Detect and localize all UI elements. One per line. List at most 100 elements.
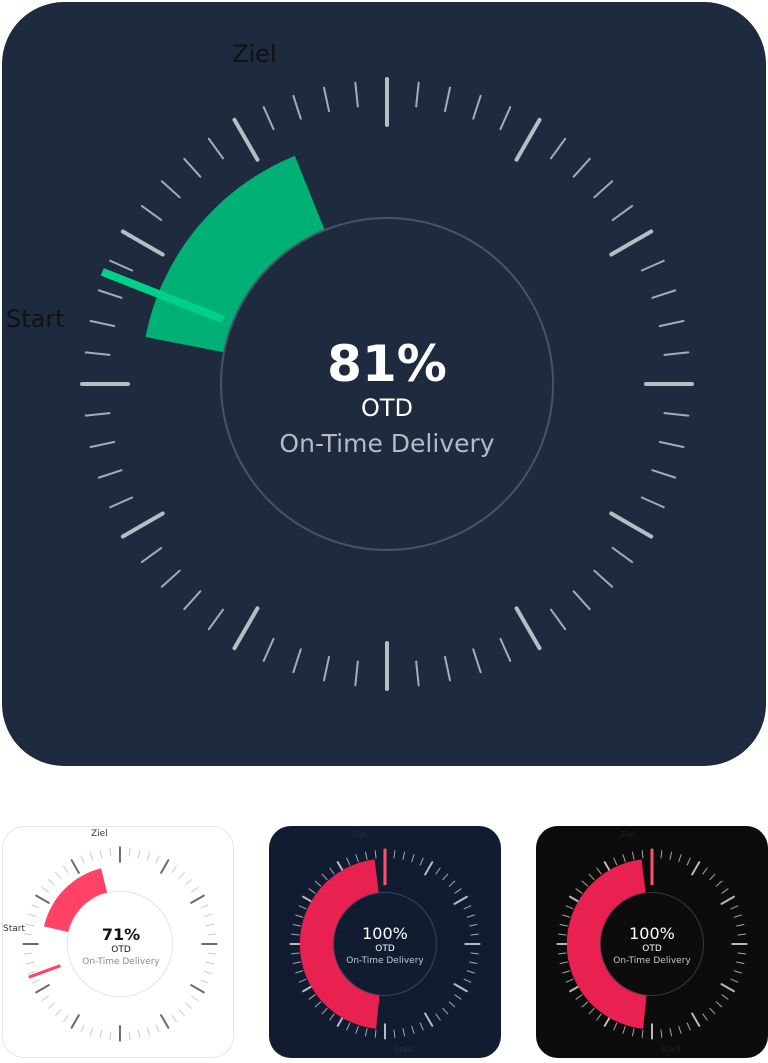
minor-tick — [31, 904, 40, 909]
minor-tick — [678, 854, 682, 863]
metric-name: On-Time Delivery — [613, 956, 691, 966]
minor-tick — [499, 637, 512, 662]
minor-tick — [191, 995, 199, 1001]
major-tick — [453, 895, 468, 905]
target-label: Ziel — [352, 830, 367, 839]
minor-tick — [721, 994, 729, 1000]
minor-tick — [62, 865, 69, 873]
target-needle — [28, 964, 61, 979]
minor-tick — [660, 850, 663, 859]
minor-tick — [562, 970, 571, 974]
minor-tick — [640, 259, 665, 272]
minor-tick — [109, 1031, 112, 1041]
minor-tick — [292, 94, 302, 120]
inner-circle — [66, 890, 174, 998]
minor-tick — [185, 879, 192, 886]
minor-tick — [463, 978, 472, 983]
major-tick — [120, 511, 165, 539]
minor-tick — [596, 1013, 602, 1021]
minor-tick — [721, 888, 729, 894]
inner-circle — [333, 892, 437, 996]
metric-abbrev: OTD — [111, 945, 131, 955]
minor-tick — [411, 854, 415, 863]
major-tick — [35, 984, 50, 994]
minor-tick — [470, 933, 479, 936]
minor-tick — [559, 923, 568, 927]
major-tick — [691, 1012, 701, 1027]
gauge-readout: 71% OTD On-Time Delivery — [82, 926, 159, 968]
major-tick — [190, 984, 205, 994]
metric-abbrev: OTD — [375, 944, 395, 954]
minor-tick — [262, 637, 275, 662]
minor-tick — [262, 106, 275, 131]
minor-tick — [469, 923, 478, 927]
percent-value: 100% — [629, 924, 675, 943]
minor-tick — [292, 961, 301, 965]
minor-tick — [448, 1001, 456, 1008]
minor-tick — [736, 961, 745, 965]
minor-tick — [48, 1002, 55, 1009]
minor-tick — [314, 1001, 322, 1008]
minor-tick — [640, 496, 665, 509]
minor-tick — [140, 204, 163, 222]
minor-tick — [733, 914, 742, 918]
minor-tick — [109, 259, 134, 272]
minor-tick — [442, 873, 449, 881]
otd-widget-navy[interactable]: Ziel Start 100% OTD On-Time Delivery — [269, 826, 501, 1058]
major-tick — [190, 894, 205, 904]
minor-tick — [128, 1031, 131, 1041]
minor-tick — [613, 857, 618, 866]
major-tick — [232, 117, 260, 162]
minor-tick — [314, 880, 322, 887]
minor-tick — [651, 289, 677, 299]
minor-tick — [733, 970, 742, 974]
minor-tick — [298, 905, 307, 910]
minor-tick — [31, 979, 40, 984]
minor-tick — [160, 180, 181, 199]
major-tick — [720, 983, 735, 993]
minor-tick — [596, 867, 602, 875]
gauge-dial — [22, 846, 218, 1042]
minor-tick — [730, 978, 739, 983]
minor-tick — [435, 1013, 441, 1021]
minor-tick — [41, 995, 49, 1001]
otd-widget-black[interactable]: Ziel Start 100% OTD On-Time Delivery — [536, 826, 768, 1058]
minor-tick — [99, 849, 103, 858]
minor-tick — [581, 1001, 589, 1008]
minor-tick — [84, 412, 111, 417]
gauge-readout: 100% OTD On-Time Delivery — [613, 925, 690, 967]
minor-tick — [137, 849, 141, 858]
minor-tick — [572, 157, 591, 178]
minor-tick — [48, 879, 55, 886]
minor-tick — [715, 880, 723, 887]
minor-tick — [89, 441, 116, 448]
minor-tick — [80, 1024, 85, 1033]
metric-abbrev: OTD — [642, 944, 662, 954]
minor-tick — [84, 351, 111, 356]
major-tick — [160, 1014, 170, 1029]
gauge-readout: 100% OTD On-Time Delivery — [346, 925, 423, 967]
minor-tick — [97, 469, 123, 479]
otd-widget-light[interactable]: Ziel Start 71% OTD On-Time Delivery — [2, 826, 234, 1058]
minor-tick — [354, 81, 359, 108]
minor-tick — [99, 1030, 103, 1039]
minor-tick — [415, 81, 420, 108]
minor-tick — [109, 496, 134, 509]
minor-tick — [291, 952, 300, 955]
minor-tick — [207, 952, 217, 955]
minor-tick — [55, 1009, 62, 1016]
minor-tick — [715, 1001, 723, 1008]
minor-tick — [191, 886, 199, 893]
otd-gauge-large[interactable]: Ziel Start 81% OTD On-Time Delivery — [2, 2, 766, 766]
inner-circle — [600, 892, 704, 996]
metric-name: On-Time Delivery — [82, 957, 160, 967]
major-tick — [720, 895, 735, 905]
minor-tick — [669, 851, 673, 860]
minor-tick — [562, 914, 571, 918]
minor-tick — [737, 952, 746, 955]
target-label: Ziel — [232, 40, 277, 68]
minor-tick — [622, 1025, 626, 1034]
metric-name: On-Time Delivery — [279, 429, 495, 458]
minor-tick — [62, 1015, 69, 1023]
minor-tick — [588, 873, 595, 881]
